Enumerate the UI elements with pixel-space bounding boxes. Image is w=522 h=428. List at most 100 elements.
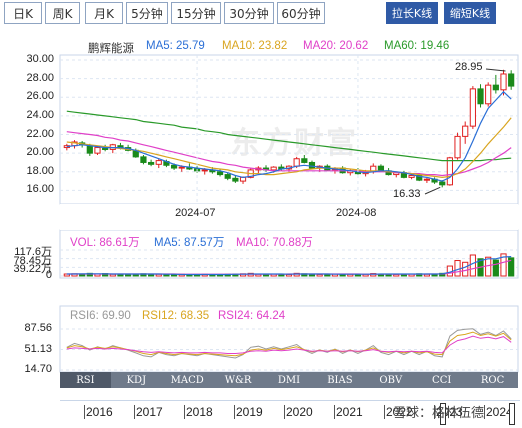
ma60-line <box>66 110 512 162</box>
indicator-tab[interactable]: W&R <box>224 374 252 386</box>
stretch-kline-button[interactable]: 拉长K线 <box>386 2 438 24</box>
year-tick <box>284 405 285 419</box>
volume-bar <box>293 272 300 277</box>
period-tab[interactable]: 周K <box>45 2 80 24</box>
date-axis-area <box>60 204 518 230</box>
rsi-tick-label: 51.13 <box>24 342 52 355</box>
year-label: 2022 <box>386 405 413 419</box>
period-tab[interactable]: 15分钟 <box>171 2 221 24</box>
year-label: 2017 <box>136 405 163 419</box>
candle-body <box>86 145 93 154</box>
candle-body <box>224 174 231 179</box>
ma20-line <box>66 131 512 177</box>
candle-body <box>416 175 423 181</box>
period-tab[interactable]: 月K <box>85 2 123 24</box>
ma5-line <box>66 90 512 182</box>
date-tick-label: 2024-07 <box>175 207 216 219</box>
rsi-line-rsi24 <box>66 335 512 354</box>
range-handle-right[interactable] <box>509 403 515 425</box>
price-tick-label: 24.00 <box>26 108 54 121</box>
year-tick <box>334 405 335 419</box>
year-label: 2016 <box>86 405 113 419</box>
candle-body <box>462 125 469 137</box>
high-arrow <box>485 68 506 72</box>
ma5-legend: MA5: 25.79 <box>146 40 205 52</box>
candle-body <box>485 84 492 105</box>
range-handle-left[interactable] <box>440 403 446 425</box>
volume-bar <box>454 260 461 277</box>
candle-body <box>508 73 515 87</box>
candle-body <box>155 160 162 165</box>
candle-body <box>377 165 385 172</box>
shrink-kline-button[interactable]: 缩短K线 <box>444 2 496 24</box>
timeline-navigator[interactable]: 2016 2017 2018 2019 2020 2021 2022 2023 2024 <box>60 400 520 428</box>
ma60-legend: MA60: 19.46 <box>384 40 450 52</box>
year-tick <box>434 405 435 419</box>
year-label: 2024 <box>486 405 513 419</box>
volume-bar <box>508 257 515 277</box>
rsi12-legend: RSI12: 68.35 <box>142 310 210 322</box>
indicator-tab[interactable]: BIAS <box>327 374 353 386</box>
volume-tick-label: 0 <box>45 269 52 281</box>
indicator-tab[interactable]: MACD <box>170 374 204 386</box>
watermark: 东方财富 <box>230 126 358 161</box>
volume-tick-label: 117.6万 <box>14 246 52 258</box>
rsi-tick-label: 14.70 <box>24 363 52 375</box>
candle-body <box>439 181 446 186</box>
volume-tick-label: 39.22万 <box>13 263 52 276</box>
indicator-tabs: RSI KDJ MACD W&R DMI BIAS OBV CCI ROC <box>60 372 518 388</box>
volume-bar <box>148 273 155 277</box>
candle-body <box>454 135 461 159</box>
candle-body <box>500 73 507 91</box>
volume-bar <box>485 256 492 277</box>
volume-bar <box>316 273 323 277</box>
candle-body <box>408 175 415 178</box>
ma20-legend: MA20: 20.62 <box>303 40 369 52</box>
candle-body <box>308 161 316 169</box>
rsi-tick-label: 87.56 <box>24 322 52 334</box>
candle-body <box>301 158 308 163</box>
year-tick <box>134 405 135 419</box>
year-label: 2020 <box>286 405 313 419</box>
indicator-tab[interactable]: CCI <box>432 374 452 386</box>
year-label: 2019 <box>236 405 263 419</box>
low-arrow <box>424 186 441 195</box>
price-tick-label: 28.00 <box>26 71 54 84</box>
period-tab[interactable]: 5分钟 <box>126 2 168 24</box>
price-tick-label: 26.00 <box>26 90 54 103</box>
volume-bar <box>492 259 499 277</box>
volume-tick-label: 78.45万 <box>13 254 52 267</box>
indicator-tab[interactable]: OBV <box>379 374 403 386</box>
candle-body <box>446 157 453 186</box>
candle-body <box>148 161 155 165</box>
date-tick-label: 2024-08 <box>335 207 377 219</box>
indicator-tab[interactable]: RSI <box>60 372 111 388</box>
price-tick-label: 16.00 <box>26 183 54 196</box>
indicator-tab[interactable]: DMI <box>277 374 301 386</box>
price-tick-label: 18.00 <box>26 164 54 177</box>
source-credit: 雪球：格林伍德 <box>393 405 485 420</box>
ma10-line <box>66 117 512 179</box>
period-tab[interactable]: 60分钟 <box>277 2 325 24</box>
rsi24-legend: RSI24: 64.24 <box>218 310 286 322</box>
volume-bar <box>462 261 469 277</box>
candle-body <box>270 166 277 171</box>
candle-body <box>201 169 208 172</box>
indicator-tab[interactable]: ROC <box>480 374 505 386</box>
volume-bar <box>117 273 124 277</box>
rsi6-legend: RSI6: 69.90 <box>70 310 131 322</box>
indicator-tab[interactable]: KDJ <box>126 374 147 386</box>
period-tab[interactable]: 30分钟 <box>224 2 274 24</box>
vol-ma10-legend: MA10: 70.88万 <box>236 237 313 249</box>
year-tick <box>234 405 235 419</box>
candle-body <box>477 88 484 105</box>
candle-body <box>170 164 178 169</box>
volume-bar <box>469 254 476 277</box>
period-tab[interactable]: 日K <box>4 2 42 24</box>
year-label: 2021 <box>336 405 363 419</box>
rsi-line-rsi12 <box>66 331 512 357</box>
candle-body <box>423 178 430 181</box>
volume-bar <box>163 274 170 277</box>
rsi-line-rsi6 <box>66 328 512 359</box>
